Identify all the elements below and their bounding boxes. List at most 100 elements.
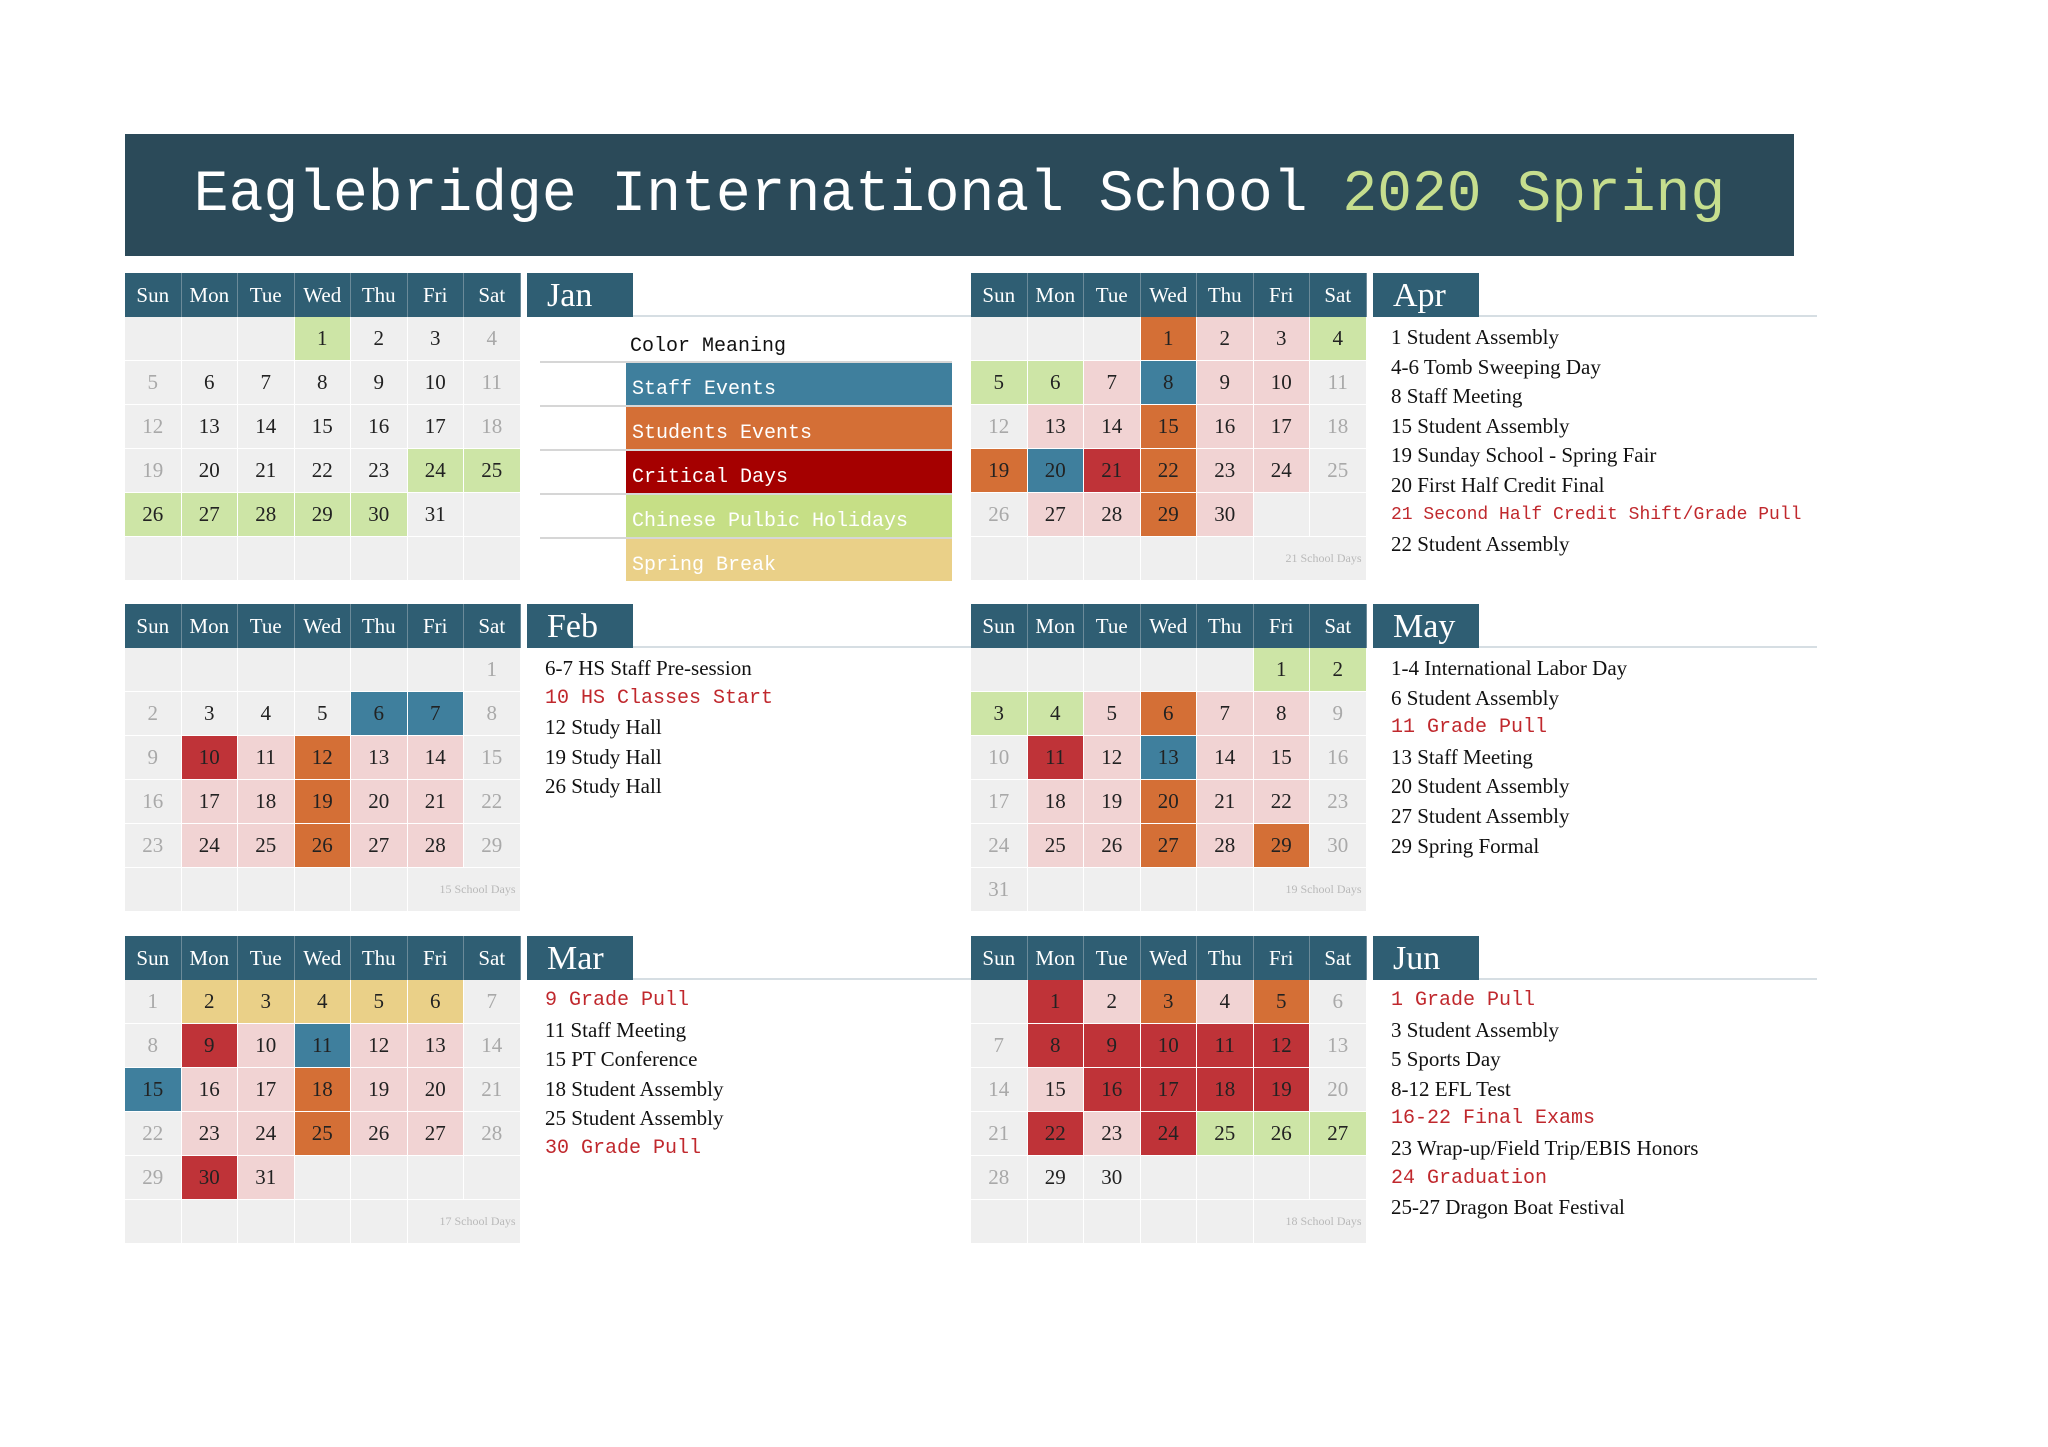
calendar-grid: Sun Mon Tue Wed Thu Fri Sat 1 2 3 4 5 6 7 8 9 10 11 12 13 14… [971, 273, 1367, 581]
event-item: 13 Staff Meeting [1391, 744, 1533, 769]
day-cell: 22 [1027, 1112, 1084, 1156]
day-cell: 14 [1084, 405, 1141, 449]
weekday-header: Tue [1084, 936, 1141, 980]
day-cell: 21 [1197, 780, 1254, 824]
day-cell: 11 [1197, 1024, 1254, 1068]
month-name: Jun [1373, 936, 1479, 980]
legend-swatch: Chinese Pulbic Holidays [626, 495, 952, 537]
weekday-header: Sun [971, 604, 1028, 648]
school-days-count: 15 School Days [407, 868, 521, 912]
day-cell: 2 [1310, 648, 1367, 692]
day-cell: 5 [294, 692, 351, 736]
day-cell: 9 [351, 361, 408, 405]
event-item: 27 Student Assembly [1391, 803, 1570, 828]
day-cell: 29 [1140, 493, 1197, 537]
day-cell: 8 [125, 1024, 182, 1068]
day-cell: 23 [1084, 1112, 1141, 1156]
day-cell: 6 [351, 692, 408, 736]
event-item: 21 Second Half Credit Shift/Grade Pull [1391, 504, 1802, 525]
weekday-header: Mon [181, 604, 238, 648]
day-cell: 28 [971, 1156, 1028, 1200]
day-cell: 3 [1140, 980, 1197, 1024]
empty-cell [351, 868, 408, 912]
day-cell: 29 [1253, 824, 1310, 868]
legend-title: Color Meaning [630, 335, 787, 358]
day-cell: 29 [1027, 1156, 1084, 1200]
legend-row: Critical Days [540, 449, 952, 493]
day-cell: 26 [351, 1112, 408, 1156]
day-cell: 14 [464, 1024, 521, 1068]
month-block-mar: Sun Mon Tue Wed Thu Fri Sat 1 2 3 4 5 6 7 8 9 10 11 12 13 14… [125, 936, 971, 1248]
empty-cell [1140, 1200, 1197, 1244]
legend-swatch: Students Events [626, 407, 952, 449]
day-cell: 18 [1197, 1068, 1254, 1112]
day-cell: 7 [1084, 361, 1141, 405]
event-item: 25-27 Dragon Boat Festival [1391, 1195, 1625, 1220]
day-cell: 22 [1253, 780, 1310, 824]
day-cell: 13 [1140, 736, 1197, 780]
day-cell: 1 [294, 317, 351, 361]
day-cell: 29 [464, 824, 521, 868]
day-cell: 18 [1027, 780, 1084, 824]
day-cell: 30 [1197, 493, 1254, 537]
month-divider [1479, 315, 1817, 317]
month-block-feb: Sun Mon Tue Wed Thu Fri Sat 1 2 3 4 5 6 7 8 9 10 11 12 13 14… [125, 604, 971, 916]
school-days-count: 18 School Days [1253, 1200, 1367, 1244]
month-events-list: 6-7 HS Staff Pre-session 10 HS Classes St… [545, 654, 965, 802]
day-cell: 14 [1197, 736, 1254, 780]
day-cell: 2 [181, 980, 238, 1024]
day-cell: 13 [181, 405, 238, 449]
empty-cell [1197, 868, 1254, 912]
day-cell: 24 [238, 1112, 295, 1156]
day-cell: 4 [464, 317, 521, 361]
weekday-header: Sat [1310, 936, 1367, 980]
event-item: 15 Student Assembly [1391, 413, 1570, 438]
event-item: 8-12 EFL Test [1391, 1076, 1511, 1101]
day-cell: 26 [971, 493, 1028, 537]
weekday-header: Wed [1140, 936, 1197, 980]
day-cell: 24 [971, 824, 1028, 868]
weekday-header: Fri [407, 273, 464, 317]
event-item: 4-6 Tomb Sweeping Day [1391, 354, 1601, 379]
day-cell: 15 [1027, 1068, 1084, 1112]
day-cell: 3 [1253, 317, 1310, 361]
day-cell: 9 [1197, 361, 1254, 405]
empty-cell [971, 1200, 1028, 1244]
day-cell: 7 [238, 361, 295, 405]
event-item: 3 Student Assembly [1391, 1017, 1560, 1042]
day-cell: 8 [1140, 361, 1197, 405]
day-cell: 2 [1084, 980, 1141, 1024]
day-cell: 30 [181, 1156, 238, 1200]
day-cell: 24 [1253, 449, 1310, 493]
day-cell: 27 [407, 1112, 464, 1156]
day-cell: 9 [1310, 692, 1367, 736]
day-cell: 31 [238, 1156, 295, 1200]
event-item: 1 Student Assembly [1391, 325, 1560, 349]
day-cell: 20 [407, 1068, 464, 1112]
day-cell: 6 [1027, 361, 1084, 405]
day-cell: 26 [1253, 1112, 1310, 1156]
weekday-header: Sat [1310, 604, 1367, 648]
day-cell: 2 [125, 692, 182, 736]
day-cell: 5 [971, 361, 1028, 405]
day-cell: 25 [1197, 1112, 1254, 1156]
empty-cell [971, 648, 1028, 692]
weekday-header: Wed [1140, 604, 1197, 648]
weekday-header: Mon [181, 273, 238, 317]
empty-cell [181, 317, 238, 361]
day-cell: 14 [971, 1068, 1028, 1112]
event-item: 10 HS Classes Start [545, 686, 774, 710]
day-cell: 25 [464, 449, 521, 493]
empty-cell [181, 648, 238, 692]
empty-cell [238, 648, 295, 692]
event-item: 22 Student Assembly [1391, 532, 1570, 557]
calendar-grid: Sun Mon Tue Wed Thu Fri Sat 1 2 3 4 5 6 7 8 9 10 11 12 13 14… [971, 936, 1367, 1244]
weekday-header: Fri [1253, 936, 1310, 980]
day-cell: 12 [125, 405, 182, 449]
legend-swatch: Critical Days [626, 451, 952, 493]
day-cell: 10 [971, 736, 1028, 780]
month-name: Jan [527, 273, 633, 317]
legend-row: Students Events [540, 405, 952, 449]
day-cell: 23 [351, 449, 408, 493]
day-cell: 17 [1140, 1068, 1197, 1112]
